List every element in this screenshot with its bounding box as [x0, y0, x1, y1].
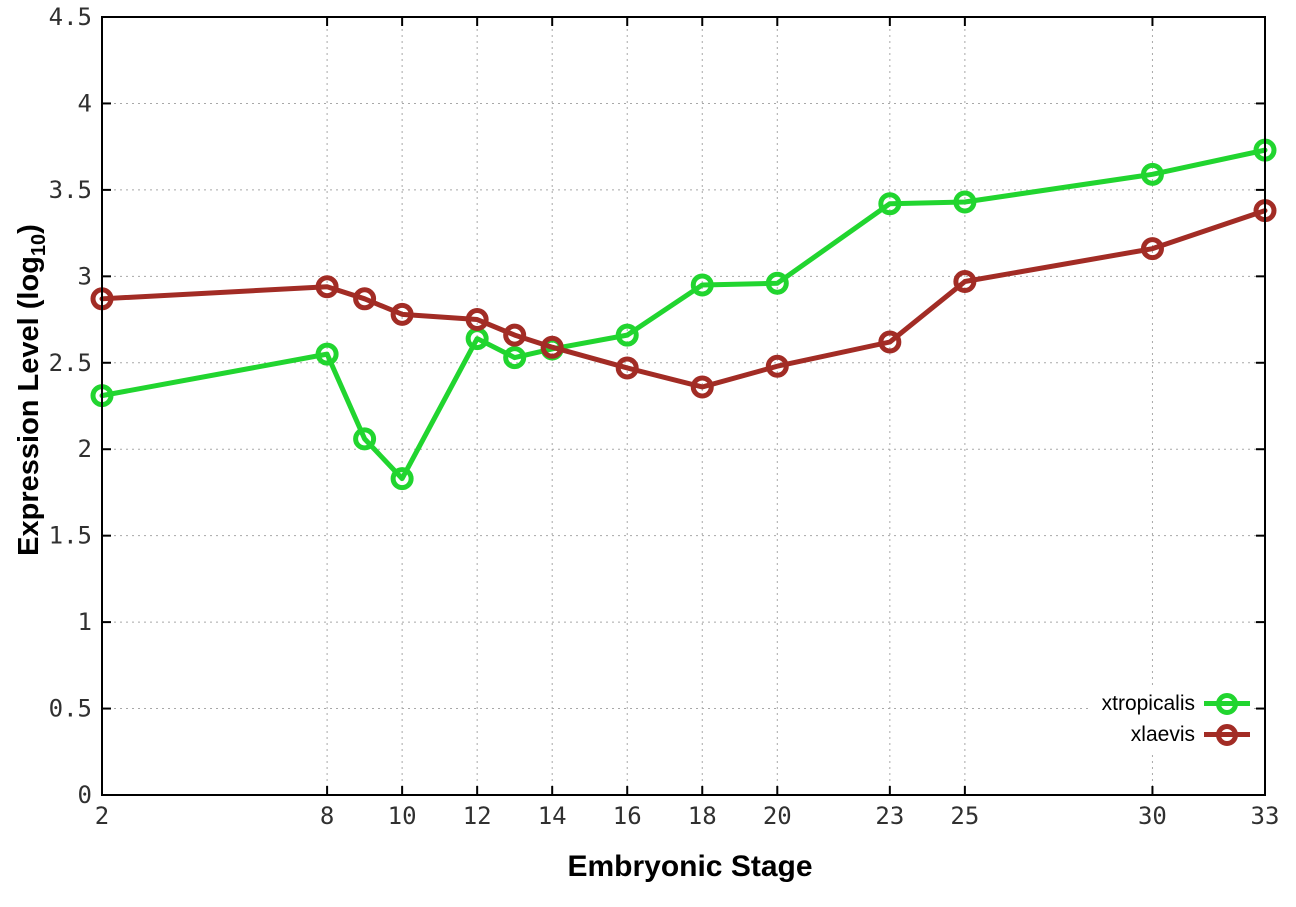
x-tick-label: 8: [320, 802, 334, 830]
x-tick-label: 18: [688, 802, 717, 830]
y-axis-title-text: Expression Level (log: [13, 256, 46, 556]
y-tick-label: 3: [78, 262, 92, 290]
data-point-xtropicalis-stage-16: [615, 323, 639, 347]
x-tick-label: 10: [388, 802, 417, 830]
x-tick-label: 20: [763, 802, 792, 830]
y-tick-label: 2.5: [49, 349, 92, 377]
data-point-xtropicalis-stage-9: [353, 427, 377, 451]
legend-item-xlaevis: xlaevis: [1102, 719, 1250, 750]
data-point-xlaevis-stage-12: [465, 308, 489, 332]
data-point-xtropicalis-stage-18: [690, 273, 714, 297]
y-tick-label: 4.5: [49, 3, 92, 31]
y-tick-label: 0: [78, 781, 92, 809]
data-point-xtropicalis-stage-13: [503, 346, 527, 370]
y-axis-title-subscript: 10: [27, 233, 50, 257]
legend-label: xlaevis: [1130, 722, 1195, 746]
legend-sample-line-icon: [1204, 692, 1250, 716]
y-tick-label: 2: [78, 435, 92, 463]
y-axis-title-suffix: ): [13, 224, 46, 234]
y-tick-label: 4: [78, 89, 92, 117]
data-point-xlaevis-stage-13: [503, 323, 527, 347]
data-point-xlaevis-stage-14: [540, 335, 564, 359]
data-point-xtropicalis-stage-25: [953, 190, 977, 214]
data-point-xlaevis-stage-20: [765, 354, 789, 378]
x-tick-label: 23: [875, 802, 904, 830]
x-tick-label: 33: [1251, 802, 1280, 830]
series-line-xtropicalis: [99, 147, 1268, 482]
data-point-xtropicalis-stage-10: [390, 467, 414, 491]
plot-border: [101, 16, 1266, 796]
data-point-xlaevis-stage-18: [690, 375, 714, 399]
data-point-xtropicalis-stage-30: [1140, 162, 1164, 186]
data-point-xtropicalis-stage-8: [315, 342, 339, 366]
data-point-xlaevis-stage-9: [353, 287, 377, 311]
x-tick-label: 25: [950, 802, 979, 830]
y-tick-label: 3.5: [49, 176, 92, 204]
data-point-xtropicalis-stage-20: [765, 271, 789, 295]
x-axis-title: Embryonic Stage: [567, 850, 813, 883]
x-tick-label: 30: [1138, 802, 1167, 830]
x-tick-label: 12: [463, 802, 492, 830]
legend-item-xtropicalis: xtropicalis: [1102, 688, 1250, 719]
data-point-xlaevis-stage-16: [615, 356, 639, 380]
y-tick-label: 1.5: [49, 522, 92, 550]
y-tick-label: 0.5: [49, 695, 92, 723]
data-point-xlaevis-stage-8: [315, 275, 339, 299]
y-axis-title: Expression Level (log10): [13, 224, 51, 556]
legend-label: xtropicalis: [1101, 691, 1195, 715]
x-tick-label: 14: [538, 802, 567, 830]
legend-sample-line-icon: [1204, 723, 1250, 747]
x-tick-label: 16: [613, 802, 642, 830]
data-point-xlaevis-stage-10: [390, 302, 414, 326]
y-tick-label: 1: [78, 608, 92, 636]
data-point-xlaevis-stage-23: [878, 330, 902, 354]
data-point-xlaevis-stage-25: [953, 270, 977, 294]
data-point-xlaevis-stage-30: [1140, 237, 1164, 261]
data-point-xtropicalis-stage-23: [878, 192, 902, 216]
x-tick-label: 2: [95, 802, 109, 830]
legend: xtropicalis xlaevis: [1091, 686, 1252, 752]
